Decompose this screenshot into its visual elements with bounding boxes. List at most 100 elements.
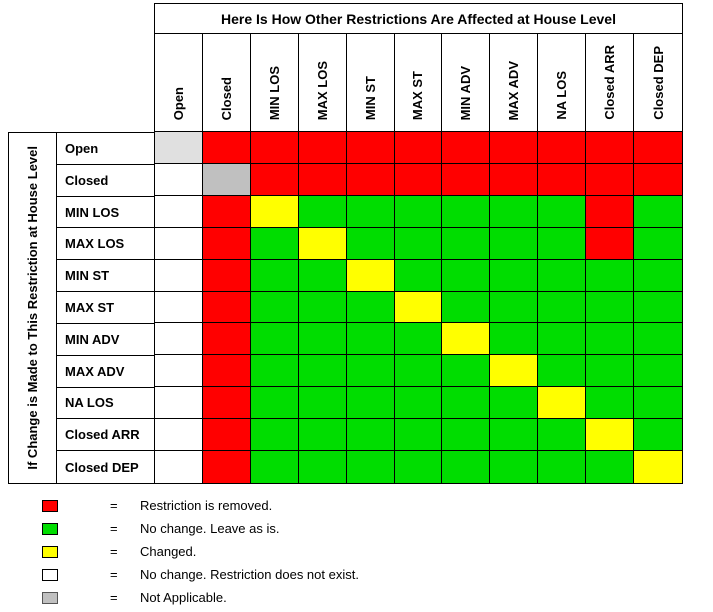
matrix-cell-closed-arr-x-closed	[202, 419, 251, 452]
matrix-cell-max-adv-x-max-st	[394, 355, 443, 388]
legend-label: Changed.	[140, 544, 197, 559]
matrix-cell-open-x-min-adv	[442, 132, 491, 164]
y-axis-label-text: If Change is Made to This Restriction at…	[25, 146, 40, 470]
matrix-cell-na-los-x-closed	[202, 387, 251, 420]
legend-swatch-not_applicable	[42, 591, 58, 604]
matrix-cell-max-los-x-min-los	[250, 227, 299, 260]
legend-item-no_change: = No change. Leave as is.	[42, 517, 359, 540]
legend-item-not_exist: = No change. Restriction does not exist.	[42, 563, 359, 586]
row-header-max-adv: MAX ADV	[57, 356, 154, 388]
row-header-closed-dep: Closed DEP	[65, 459, 139, 475]
matrix-cell-open-x-na-los	[538, 132, 587, 164]
row-header-min-adv: MIN ADV	[57, 324, 154, 356]
matrix-cell-max-adv-x-min-adv	[442, 355, 491, 388]
matrix-cell-min-st-x-max-los	[298, 259, 347, 292]
matrix-cell-closed-dep-x-min-adv	[442, 451, 491, 483]
matrix-cell-open-x-closed-dep	[634, 132, 682, 164]
legend-equals: =	[110, 498, 118, 513]
matrix-cell-min-los-x-min-st	[346, 195, 395, 228]
matrix-cell-min-st-x-min-adv	[442, 259, 491, 292]
legend-swatch-not_exist	[42, 568, 58, 581]
column-header-open: Open	[155, 34, 203, 132]
matrix-cell-min-adv-x-max-st	[394, 323, 443, 356]
column-header-max-adv: MAX ADV	[490, 34, 539, 132]
legend-swatch-no_change	[42, 522, 58, 535]
row-header-panel: If Change is Made to This Restriction at…	[8, 132, 155, 484]
legend-equals: =	[110, 521, 118, 536]
legend-swatch-removed	[42, 499, 58, 512]
matrix-cell-max-st-x-max-los	[298, 291, 347, 324]
matrix-cell-closed-x-min-adv	[442, 163, 491, 196]
matrix-cell-min-st-x-na-los	[538, 259, 587, 292]
matrix-cell-closed-arr-x-closed-arr	[586, 419, 635, 452]
matrix-cell-closed-x-na-los	[538, 163, 587, 196]
matrix-cell-na-los-x-max-los	[298, 387, 347, 420]
matrix-cell-na-los-x-min-los	[250, 387, 299, 420]
legend-label: No change. Restriction does not exist.	[140, 567, 359, 582]
matrix-cell-max-adv-x-min-st	[346, 355, 395, 388]
matrix-cell-na-los-x-min-st	[346, 387, 395, 420]
matrix-cell-closed-arr-x-max-st	[394, 419, 443, 452]
matrix-cell-min-los-x-max-adv	[490, 195, 539, 228]
matrix-cell-min-adv-x-closed-arr	[586, 323, 635, 356]
column-header-label: Closed DEP	[650, 46, 666, 120]
table-title: Here Is How Other Restrictions Are Affec…	[154, 3, 683, 34]
matrix-cell-min-los-x-closed-dep	[634, 195, 682, 228]
matrix-cell-closed-dep-x-max-los	[298, 451, 347, 483]
matrix-cell-min-los-x-max-st	[394, 195, 443, 228]
matrix-cell-closed-dep-x-max-adv	[490, 451, 539, 483]
row-header-min-st: MIN ST	[57, 260, 154, 293]
column-header-label: MIN LOS	[266, 65, 282, 120]
row-header-closed-arr: Closed ARR	[57, 419, 154, 452]
matrix-cell-max-los-x-max-los	[298, 227, 347, 260]
matrix-cell-closed-dep-x-closed-arr	[586, 451, 635, 483]
matrix-cell-max-adv-x-min-los	[250, 355, 299, 388]
matrix-cell-max-st-x-open	[155, 291, 203, 324]
column-header-max-los: MAX LOS	[298, 34, 347, 132]
matrix-cell-max-st-x-min-los	[250, 291, 299, 324]
matrix-cell-max-st-x-min-adv	[442, 291, 491, 324]
matrix-cell-open-x-min-los	[250, 132, 299, 164]
matrix-cell-na-los-x-min-adv	[442, 387, 491, 420]
matrix-cell-min-adv-x-max-los	[298, 323, 347, 356]
column-header-closed-dep: Closed DEP	[634, 34, 682, 132]
matrix-cell-min-los-x-closed-arr	[586, 195, 635, 228]
matrix-cell-max-adv-x-max-los	[298, 355, 347, 388]
matrix-cell-min-adv-x-min-los	[250, 323, 299, 356]
matrix-cell-min-adv-x-na-los	[538, 323, 587, 356]
legend: = Restriction is removed. = No change. Leav…	[42, 494, 359, 609]
matrix-cell-max-los-x-closed-arr	[586, 227, 635, 260]
matrix-cell-closed-arr-x-min-adv	[442, 419, 491, 452]
matrix-cell-min-adv-x-max-adv	[490, 323, 539, 356]
matrix-cell-closed-arr-x-closed-dep	[634, 419, 682, 452]
matrix-cell-min-st-x-closed-arr	[586, 259, 635, 292]
matrix-cell-na-los-x-open	[155, 387, 203, 420]
matrix-cell-closed-x-closed-dep	[634, 163, 682, 196]
matrix-cell-closed-dep-x-closed	[202, 451, 251, 483]
column-header-label: NA LOS	[554, 71, 570, 120]
column-header-label: Closed ARR	[602, 45, 618, 120]
column-header-min-st: MIN ST	[346, 34, 395, 132]
column-header-label: Closed	[218, 76, 234, 120]
matrix-cell-closed-dep-x-max-st	[394, 451, 443, 483]
matrix-cell-max-st-x-closed-arr	[586, 291, 635, 324]
legend-label: Not Applicable.	[140, 590, 227, 605]
legend-equals: =	[110, 544, 118, 559]
matrix-cell-closed-arr-x-min-st	[346, 419, 395, 452]
matrix-cell-max-st-x-closed	[202, 291, 251, 324]
legend-swatch-changed	[42, 545, 58, 558]
matrix-cell-max-los-x-na-los	[538, 227, 587, 260]
y-axis-label: If Change is Made to This Restriction at…	[9, 133, 57, 483]
matrix-cell-closed-x-open	[155, 163, 203, 196]
matrix-cell-max-adv-x-closed-arr	[586, 355, 635, 388]
legend-label: No change. Leave as is.	[140, 521, 280, 536]
restriction-matrix: Open Closed MIN LOS MAX LOS MIN ST MAX ST MIN …	[154, 33, 683, 484]
matrix-cell-closed-x-min-los	[250, 163, 299, 196]
matrix-cell-max-los-x-max-adv	[490, 227, 539, 260]
column-header-max-st: MAX ST	[394, 34, 443, 132]
matrix-cell-na-los-x-max-adv	[490, 387, 539, 420]
matrix-cell-closed-x-max-los	[298, 163, 347, 196]
matrix-cell-max-st-x-min-st	[346, 291, 395, 324]
matrix-cell-closed-arr-x-open	[155, 419, 203, 452]
matrix-cell-closed-arr-x-min-los	[250, 419, 299, 452]
